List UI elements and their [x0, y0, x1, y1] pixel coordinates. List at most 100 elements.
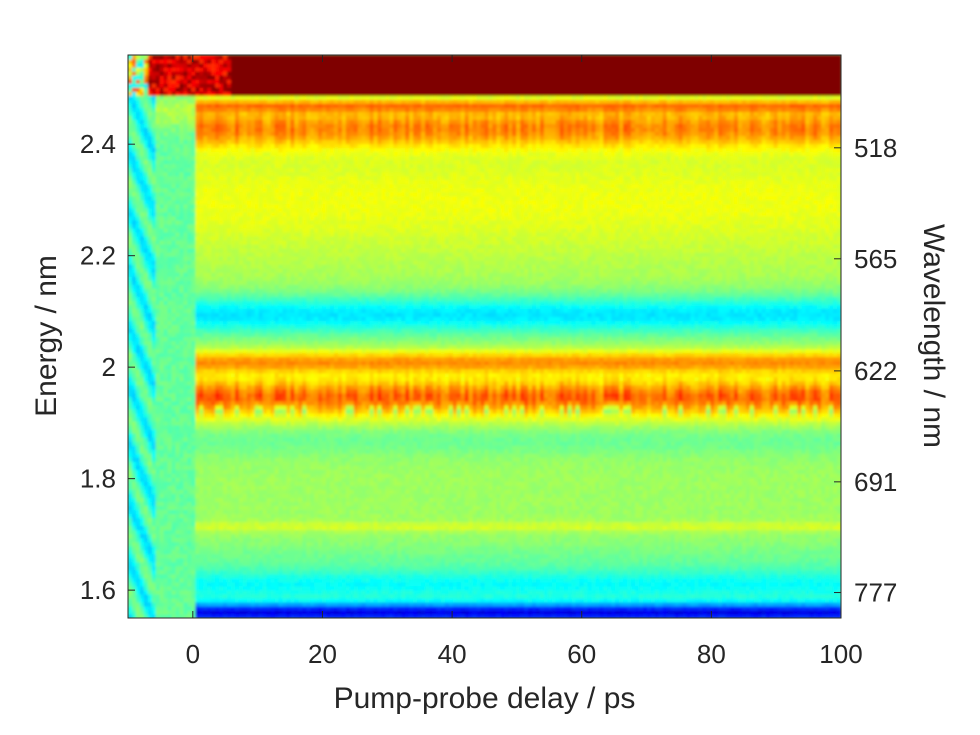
- heatmap-cell: [247, 123, 252, 128]
- heatmap-cell: [128, 550, 133, 555]
- heatmap-cell: [223, 465, 228, 470]
- heatmap-cell: [247, 220, 252, 225]
- heatmap-cell: [164, 509, 169, 514]
- heatmap-cell: [243, 337, 248, 342]
- heatmap-cell: [132, 441, 137, 446]
- heatmap-cell: [176, 184, 181, 189]
- heatmap-cell: [152, 168, 157, 173]
- heatmap-cell: [231, 252, 236, 257]
- heatmap-cell: [136, 107, 141, 112]
- heatmap-cell: [164, 83, 169, 88]
- heatmap-cell: [243, 184, 248, 189]
- heatmap-cell: [183, 196, 188, 201]
- heatmap-cell: [199, 546, 204, 551]
- heatmap-cell: [160, 361, 165, 366]
- heatmap-cell: [128, 602, 133, 607]
- heatmap-cell: [187, 59, 192, 64]
- heatmap-cell: [164, 139, 169, 144]
- heatmap-cell: [251, 288, 256, 293]
- heatmap-cell: [207, 208, 212, 213]
- heatmap-cell: [235, 160, 240, 165]
- heatmap-cell: [156, 276, 161, 281]
- heatmap-cell: [239, 497, 244, 502]
- heatmap-cell: [136, 405, 141, 410]
- heatmap-cell: [247, 284, 252, 289]
- heatmap-cell: [144, 328, 149, 333]
- heatmap-cell: [203, 437, 208, 442]
- heatmap-cell: [243, 501, 248, 506]
- heatmap-cell: [223, 534, 228, 539]
- heatmap-cell: [176, 296, 181, 301]
- heatmap-cell: [144, 337, 149, 342]
- heatmap-cell: [176, 220, 181, 225]
- heatmap-cell: [255, 517, 260, 522]
- heatmap-cell: [187, 534, 192, 539]
- heatmap-cell: [179, 139, 184, 144]
- heatmap-cell: [144, 280, 149, 285]
- heatmap-cell: [239, 538, 244, 543]
- heatmap-cell: [144, 300, 149, 305]
- heatmap-cell: [235, 337, 240, 342]
- heatmap-cell: [148, 87, 153, 92]
- heatmap-cell: [207, 425, 212, 430]
- heatmap-cell: [219, 99, 224, 104]
- heatmap-cell: [140, 586, 145, 591]
- heatmap-cell: [132, 204, 137, 209]
- heatmap-cell: [227, 164, 232, 169]
- heatmap-cell: [215, 513, 220, 518]
- heatmap-cell: [156, 63, 161, 68]
- heatmap-cell: [160, 276, 165, 281]
- heatmap-cell: [144, 389, 149, 394]
- heatmap-cell: [136, 119, 141, 124]
- heatmap-cell: [223, 445, 228, 450]
- heatmap-cell: [219, 180, 224, 185]
- heatmap-cell: [235, 228, 240, 233]
- heatmap-cell: [187, 473, 192, 478]
- heatmap-cell: [152, 83, 157, 88]
- heatmap-cell: [179, 534, 184, 539]
- heatmap-cell: [148, 131, 153, 136]
- heatmap-cell: [164, 598, 169, 603]
- heatmap-cell: [235, 180, 240, 185]
- heatmap-cell: [251, 449, 256, 454]
- heatmap-cell: [215, 349, 220, 354]
- heatmap-cell: [156, 457, 161, 462]
- heatmap-cell: [211, 312, 216, 317]
- heatmap-cell: [235, 252, 240, 257]
- heatmap-cell: [164, 566, 169, 571]
- heatmap-cell: [235, 220, 240, 225]
- heatmap-cell: [207, 401, 212, 406]
- heatmap-cell: [247, 570, 252, 575]
- heatmap-cell: [235, 304, 240, 309]
- heatmap-cell: [176, 308, 181, 313]
- heatmap-cell: [211, 389, 216, 394]
- heatmap-cell: [164, 590, 169, 595]
- heatmap-cell: [187, 453, 192, 458]
- heatmap-cell: [199, 517, 204, 522]
- heatmap-cell: [140, 365, 145, 370]
- heatmap-cell: [203, 55, 208, 60]
- heatmap-cell: [136, 369, 141, 374]
- heatmap-cell: [219, 79, 224, 84]
- heatmap-cell: [140, 598, 145, 603]
- heatmap-cell: [239, 602, 244, 607]
- heatmap-cell: [199, 538, 204, 543]
- heatmap-cell: [152, 405, 157, 410]
- heatmap-cell: [199, 441, 204, 446]
- heatmap-cell: [207, 429, 212, 434]
- heatmap-cell: [132, 172, 137, 177]
- heatmap-cell: [203, 172, 208, 177]
- heatmap-cell: [179, 256, 184, 261]
- heatmap-cell: [152, 123, 157, 128]
- heatmap-cell: [247, 312, 252, 317]
- heatmap-cell: [199, 236, 204, 241]
- heatmap-cell: [156, 143, 161, 148]
- heatmap-cell: [164, 385, 169, 390]
- heatmap-cell: [243, 505, 248, 510]
- heatmap-cell: [207, 578, 212, 583]
- heatmap-cell: [203, 489, 208, 494]
- heatmap-cell: [160, 292, 165, 297]
- heatmap-cell: [211, 405, 216, 410]
- heatmap-cell: [176, 437, 181, 442]
- heatmap-cell: [219, 481, 224, 486]
